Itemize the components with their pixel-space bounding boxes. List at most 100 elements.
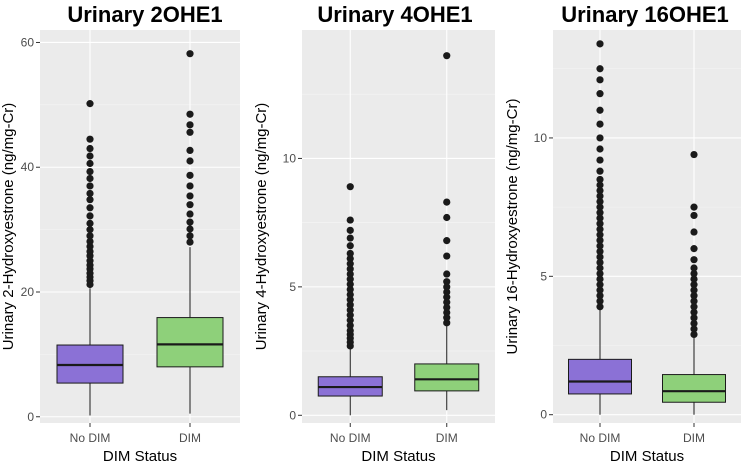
box-dim <box>662 150 726 415</box>
outlier-point <box>596 220 604 228</box>
outlier-point <box>86 204 94 212</box>
outlier-point <box>596 242 604 250</box>
outlier-point <box>346 316 354 324</box>
outlier-point <box>596 209 604 217</box>
outlier-point <box>86 159 94 168</box>
x-tick-label: DIM <box>683 431 705 445</box>
outlier-point <box>596 203 604 211</box>
outlier-point <box>346 260 354 268</box>
outlier-point <box>346 242 354 250</box>
outlier-point <box>443 252 451 260</box>
outlier-point <box>690 228 698 236</box>
outlier-point <box>186 201 194 209</box>
outlier-point <box>596 225 604 233</box>
outlier-point <box>346 275 354 283</box>
outlier-point <box>86 152 94 160</box>
outlier-point <box>86 189 94 198</box>
outlier-point <box>690 203 698 211</box>
outlier-point <box>86 100 94 108</box>
outlier-point <box>86 226 94 234</box>
iqr-box <box>156 317 224 368</box>
chart-panel-16ohe1: Urinary 16OHE1 0 5 10 No DIM DIM DIM Status… <box>504 2 741 465</box>
outlier-point <box>186 171 194 179</box>
outlier-point <box>186 146 194 154</box>
outlier-point <box>186 218 194 226</box>
outlier-point <box>690 319 698 327</box>
y-tick-label: 10 <box>534 131 548 145</box>
outlier-point <box>690 286 698 294</box>
outlier-point <box>690 256 698 264</box>
outlier-point <box>86 232 94 240</box>
outlier-point <box>86 257 94 265</box>
outlier-point <box>86 182 94 190</box>
y-tick-label: 5 <box>540 269 547 283</box>
outlier-point <box>690 264 698 272</box>
outlier-point <box>86 212 94 220</box>
outlier-point <box>596 186 604 195</box>
outlier-point <box>346 249 354 258</box>
outlier-point <box>86 174 94 183</box>
outlier-point <box>690 269 698 278</box>
outlier-point <box>596 281 604 289</box>
outlier-point <box>186 238 194 246</box>
outlier-point <box>346 301 354 309</box>
x-tick-label: DIM <box>436 431 458 445</box>
outlier-point <box>596 292 604 300</box>
outlier-point <box>596 275 604 283</box>
outlier-point <box>86 144 94 153</box>
x-tick-label: DIM <box>179 431 201 445</box>
y-tick-label: 40 <box>21 160 35 174</box>
outlier-point <box>86 168 94 176</box>
box-no-dim <box>56 100 124 416</box>
outlier-point <box>186 128 194 136</box>
outlier-point <box>186 210 194 218</box>
outlier-point <box>596 181 604 189</box>
outlier-point <box>443 298 451 306</box>
y-tick-label: 0 <box>27 410 34 424</box>
outlier-point <box>186 182 194 190</box>
outlier-point <box>346 270 354 278</box>
chart-title: Urinary 4OHE1 <box>317 2 472 27</box>
outlier-point <box>86 135 94 143</box>
outlier-point <box>596 236 604 244</box>
outlier-point <box>596 40 604 48</box>
outlier-point <box>596 90 604 98</box>
x-axis-title: DIM Status <box>103 448 177 465</box>
outlier-point <box>346 226 354 234</box>
outlier-point <box>690 308 698 316</box>
x-axis-ticks: No DIM DIM <box>70 423 201 445</box>
outlier-point <box>86 247 94 256</box>
outlier-point <box>86 196 94 204</box>
box-no-dim <box>568 40 632 415</box>
x-tick-label: No DIM <box>580 431 621 445</box>
outlier-point <box>596 134 604 142</box>
x-tick-label: No DIM <box>330 431 371 445</box>
boxplot-marks <box>56 50 224 416</box>
y-tick-label: 0 <box>289 408 296 422</box>
outlier-point <box>596 167 604 175</box>
outlier-point <box>346 234 354 242</box>
outlier-point <box>596 214 604 222</box>
x-axis-title: DIM Status <box>610 448 684 465</box>
x-axis-ticks: No DIM DIM <box>330 423 458 445</box>
outlier-point <box>186 121 194 129</box>
outlier-point <box>346 285 354 294</box>
outlier-point <box>690 314 698 322</box>
y-tick-label: 5 <box>289 280 296 294</box>
outlier-point <box>186 110 194 118</box>
outlier-point <box>346 321 354 329</box>
outlier-point <box>596 258 604 267</box>
iqr-box <box>662 374 726 403</box>
y-tick-label: 10 <box>283 151 297 165</box>
outlier-point <box>346 183 354 191</box>
outlier-point <box>443 288 451 296</box>
outlier-point <box>443 303 451 312</box>
y-tick-label: 0 <box>540 408 547 422</box>
x-tick-label: No DIM <box>70 431 111 445</box>
plot-background <box>302 30 495 423</box>
outlier-point <box>596 175 604 184</box>
outlier-point <box>346 265 354 273</box>
outlier-point <box>596 192 604 200</box>
